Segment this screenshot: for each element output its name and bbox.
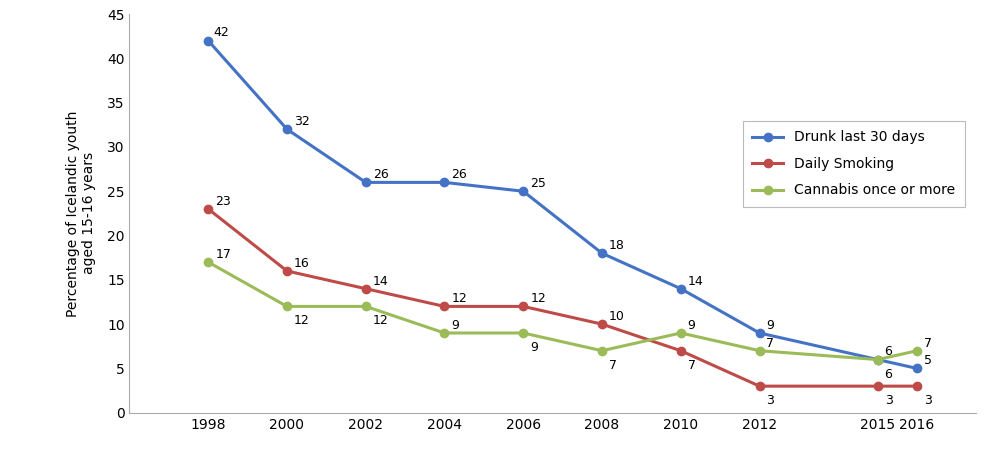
Drunk last 30 days	[911, 366, 923, 371]
Drunk last 30 days	[872, 357, 883, 363]
Cannabis once or more	[754, 348, 766, 354]
Text: 9: 9	[767, 319, 774, 332]
Text: 12: 12	[451, 292, 467, 305]
Cannabis once or more	[202, 259, 214, 265]
Drunk last 30 days	[517, 189, 529, 194]
Cannabis once or more	[596, 348, 608, 354]
Daily Smoking	[674, 348, 686, 354]
Cannabis once or more	[911, 348, 923, 354]
Daily Smoking	[360, 286, 372, 292]
Daily Smoking	[438, 303, 450, 309]
Text: 9: 9	[687, 319, 695, 332]
Text: 14: 14	[687, 274, 703, 287]
Text: 25: 25	[530, 177, 546, 190]
Legend: Drunk last 30 days, Daily Smoking, Cannabis once or more: Drunk last 30 days, Daily Smoking, Canna…	[743, 121, 965, 207]
Daily Smoking	[517, 303, 529, 309]
Text: 16: 16	[294, 257, 310, 270]
Drunk last 30 days	[281, 127, 293, 132]
Daily Smoking	[911, 383, 923, 389]
Text: 5: 5	[924, 354, 932, 367]
Text: 7: 7	[767, 337, 775, 349]
Line: Cannabis once or more: Cannabis once or more	[204, 258, 921, 364]
Text: 3: 3	[767, 394, 774, 407]
Text: 3: 3	[924, 394, 932, 407]
Cannabis once or more	[872, 357, 883, 363]
Text: 18: 18	[609, 239, 624, 252]
Text: 6: 6	[884, 368, 892, 381]
Text: 10: 10	[609, 310, 624, 323]
Cannabis once or more	[674, 330, 686, 336]
Y-axis label: Percentage of Icelandic youth
aged 15-16 years: Percentage of Icelandic youth aged 15-16…	[66, 110, 96, 317]
Daily Smoking	[596, 321, 608, 327]
Text: 9: 9	[530, 341, 538, 354]
Cannabis once or more	[281, 303, 293, 309]
Text: 6: 6	[884, 345, 892, 358]
Cannabis once or more	[517, 330, 529, 336]
Drunk last 30 days	[754, 330, 766, 336]
Text: 12: 12	[373, 315, 388, 327]
Drunk last 30 days	[360, 180, 372, 185]
Daily Smoking	[202, 206, 214, 212]
Text: 7: 7	[687, 359, 695, 372]
Daily Smoking	[754, 383, 766, 389]
Text: 23: 23	[215, 195, 231, 208]
Text: 14: 14	[373, 274, 388, 287]
Text: 7: 7	[609, 359, 617, 372]
Text: 26: 26	[451, 168, 467, 181]
Line: Daily Smoking: Daily Smoking	[204, 205, 921, 390]
Text: 12: 12	[294, 315, 310, 327]
Drunk last 30 days	[596, 250, 608, 256]
Daily Smoking	[281, 268, 293, 274]
Drunk last 30 days	[438, 180, 450, 185]
Text: 3: 3	[884, 394, 892, 407]
Text: 17: 17	[215, 248, 231, 261]
Text: 9: 9	[451, 319, 459, 332]
Drunk last 30 days	[202, 38, 214, 44]
Text: 26: 26	[373, 168, 388, 181]
Text: 7: 7	[924, 337, 932, 349]
Text: 42: 42	[214, 26, 229, 39]
Text: 32: 32	[294, 115, 310, 128]
Text: 12: 12	[530, 292, 546, 305]
Line: Drunk last 30 days: Drunk last 30 days	[204, 37, 921, 372]
Cannabis once or more	[360, 303, 372, 309]
Daily Smoking	[872, 383, 883, 389]
Cannabis once or more	[438, 330, 450, 336]
Drunk last 30 days	[674, 286, 686, 292]
